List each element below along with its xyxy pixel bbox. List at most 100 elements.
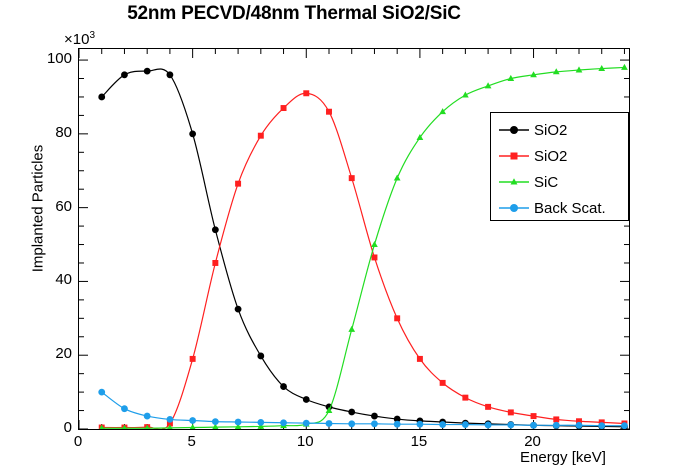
data-point xyxy=(211,226,219,234)
legend-item-1[interactable]: SiO2 xyxy=(497,143,628,169)
data-point xyxy=(189,130,197,138)
data-point xyxy=(348,420,356,428)
data-point xyxy=(416,133,424,140)
data-point xyxy=(143,67,151,75)
data-point xyxy=(234,423,242,429)
y-axis-multiplier-base: ×10 xyxy=(64,31,90,48)
data-point xyxy=(552,421,560,429)
data-point xyxy=(326,108,332,115)
y-tick-label: 80 xyxy=(55,123,72,141)
y-tick-label: 0 xyxy=(63,419,72,436)
x-tick-label: 15 xyxy=(410,433,428,450)
plot-canvas xyxy=(79,49,629,429)
data-point xyxy=(621,422,628,429)
data-point xyxy=(348,325,356,332)
data-point xyxy=(212,260,219,266)
data-point xyxy=(325,406,333,413)
data-point xyxy=(485,403,492,410)
data-point xyxy=(98,388,106,396)
data-point xyxy=(166,420,173,427)
data-point xyxy=(235,180,242,187)
series-3 xyxy=(98,388,628,429)
legend-marker-icon xyxy=(497,198,531,218)
data-point xyxy=(416,355,423,362)
data-point xyxy=(510,152,518,160)
data-point xyxy=(461,421,469,428)
y-axis-multiplier-exponent: 3 xyxy=(89,30,96,41)
data-point xyxy=(257,132,264,139)
data-point xyxy=(575,66,583,73)
data-point xyxy=(303,90,310,97)
data-point xyxy=(371,420,378,428)
y-tick-label: 100 xyxy=(46,50,72,68)
data-point xyxy=(167,424,173,429)
data-point xyxy=(484,82,492,89)
x-axis-label: Energy [keV] xyxy=(520,449,606,466)
data-point xyxy=(98,93,106,101)
data-point xyxy=(280,419,287,427)
data-point xyxy=(348,408,356,416)
data-point xyxy=(302,396,310,403)
legend-marker-icon xyxy=(497,120,531,140)
data-point xyxy=(121,405,128,413)
data-point xyxy=(510,178,518,185)
data-point xyxy=(166,416,174,423)
data-point xyxy=(212,423,219,429)
data-point xyxy=(462,394,469,401)
data-point xyxy=(576,418,582,425)
legend-item-2[interactable]: SiC xyxy=(497,169,628,195)
data-point xyxy=(371,240,378,247)
chart-title: 52nm PECVD/48nm Thermal SiO2/SiC xyxy=(127,3,461,24)
data-point xyxy=(189,417,197,424)
data-point xyxy=(553,416,560,423)
data-point xyxy=(234,418,242,426)
series-line xyxy=(101,391,625,427)
data-point xyxy=(280,105,287,112)
data-point xyxy=(439,108,447,115)
data-point xyxy=(394,315,401,322)
legend-label: SiO2 xyxy=(534,147,568,165)
data-point xyxy=(507,421,515,429)
data-point xyxy=(598,64,606,71)
y-axis-multiplier: ×103 xyxy=(64,30,95,48)
data-point xyxy=(189,355,196,362)
data-point xyxy=(211,418,219,426)
data-point xyxy=(439,379,446,386)
legend-label: SiO2 xyxy=(534,121,568,139)
data-point xyxy=(99,424,105,429)
data-point xyxy=(530,413,537,420)
series-1 xyxy=(98,90,628,429)
data-point xyxy=(348,175,355,182)
data-point xyxy=(598,422,606,429)
data-point xyxy=(530,421,537,429)
plot-area xyxy=(78,48,630,430)
data-point xyxy=(144,424,150,429)
data-point xyxy=(439,421,447,428)
data-point xyxy=(143,412,151,420)
data-point xyxy=(122,424,127,429)
data-point xyxy=(371,412,378,420)
data-point xyxy=(510,126,518,134)
data-point xyxy=(371,254,378,261)
data-point xyxy=(234,305,242,313)
data-point xyxy=(257,422,265,429)
data-point xyxy=(302,419,310,427)
x-tick-label: 5 xyxy=(187,433,196,450)
legend-marker-icon xyxy=(497,146,531,166)
legend-marker-icon xyxy=(497,172,531,192)
data-point xyxy=(507,409,514,416)
data-point xyxy=(257,418,265,426)
data-point xyxy=(484,421,492,429)
data-point xyxy=(166,71,174,79)
x-tick-label: 10 xyxy=(296,433,314,450)
data-point xyxy=(461,91,469,98)
legend-item-0[interactable]: SiO2 xyxy=(497,117,628,143)
legend-item-3[interactable]: Back Scat. xyxy=(497,195,628,221)
data-point xyxy=(507,74,515,81)
x-tick-label: 0 xyxy=(73,433,83,450)
legend: SiO2 SiO2 SiC Back Scat. xyxy=(490,112,629,221)
data-point xyxy=(416,420,424,428)
x-tick-label: 20 xyxy=(524,433,541,450)
data-point xyxy=(575,421,583,429)
